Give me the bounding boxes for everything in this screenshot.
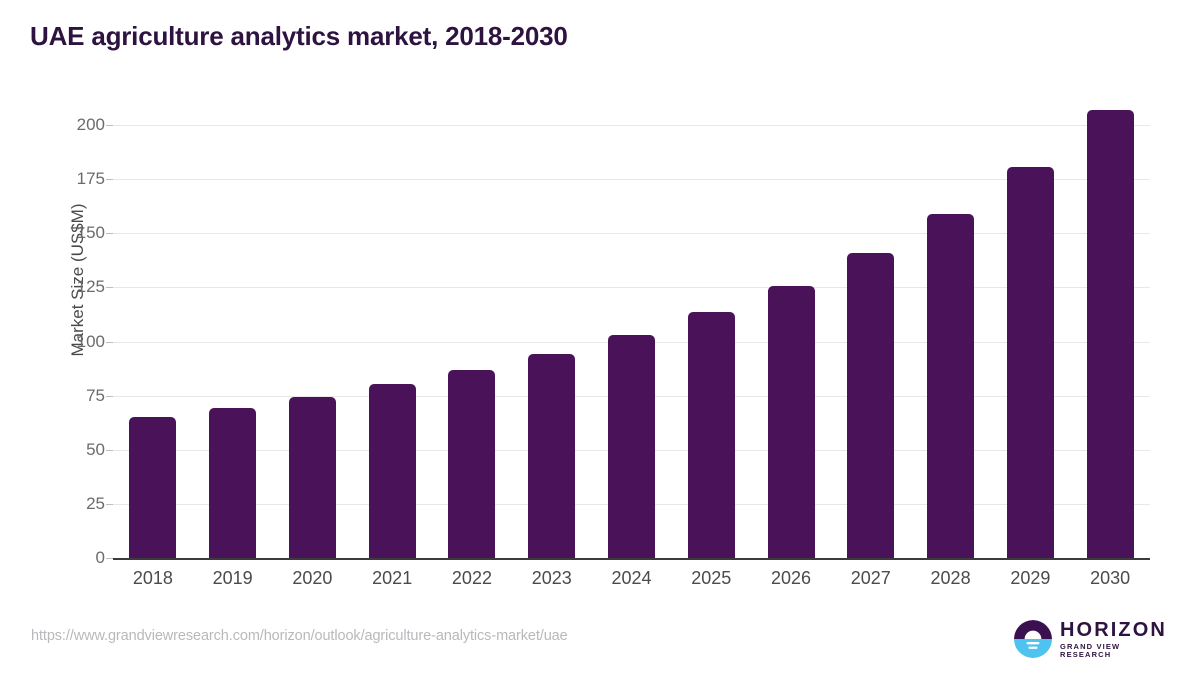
logo-tagline: GRAND VIEW RESEARCH: [1060, 642, 1121, 659]
bar[interactable]: [368, 383, 416, 558]
y-axis-tick-label: 100: [76, 331, 105, 351]
y-axis-tick-label: 75: [86, 385, 105, 405]
x-axis-tick-label: 2021: [372, 568, 413, 588]
y-axis-tick-mark: [106, 449, 113, 451]
y-axis-tick-label: 25: [86, 493, 105, 513]
gridline: [113, 179, 1150, 181]
x-axis-line: [113, 558, 1150, 560]
logo-wordmark: HORIZON: [1060, 619, 1167, 641]
source-url[interactable]: https://www.grandviewresearch.com/horizo…: [31, 628, 568, 644]
gridline: [113, 125, 1150, 126]
x-axis-tick-label: 2020: [292, 568, 333, 588]
bar[interactable]: [608, 335, 655, 558]
y-axis-tick-mark: [106, 341, 113, 343]
bar[interactable]: [288, 396, 336, 558]
bar[interactable]: [209, 407, 257, 558]
y-axis-tick-mark: [106, 558, 113, 559]
y-axis-tick-mark: [106, 179, 113, 181]
logo-text: HORIZON GRAND VIEW RESEARCH: [1060, 620, 1167, 658]
y-axis-tick-label: 125: [76, 277, 105, 297]
y-axis-tick-mark: [106, 503, 113, 505]
bar[interactable]: [1086, 109, 1134, 558]
gridline: [113, 233, 1150, 235]
x-axis-tick-label: 2024: [611, 568, 652, 588]
horizon-logo-icon: [1014, 620, 1052, 658]
bar[interactable]: [129, 417, 177, 558]
y-axis-tick-label: 175: [76, 169, 105, 189]
bar[interactable]: [847, 252, 895, 558]
y-axis-tick-mark: [106, 287, 113, 289]
x-axis-tick-label: 2030: [1090, 568, 1131, 588]
x-axis-tick-label: 2029: [1010, 568, 1051, 588]
y-axis-tick-mark: [106, 395, 113, 397]
bar[interactable]: [927, 213, 975, 558]
y-axis-tick-label: 150: [76, 223, 105, 243]
page-title: UAE agriculture analytics market, 2018-2…: [30, 21, 568, 51]
bar[interactable]: [687, 312, 735, 558]
y-axis-tick-label: 50: [86, 439, 105, 459]
x-axis-tick-label: 2022: [451, 568, 492, 588]
bar[interactable]: [528, 354, 576, 558]
x-axis-tick-label: 2026: [771, 568, 812, 588]
gridline: [113, 287, 1150, 289]
horizon-logo[interactable]: HORIZON GRAND VIEW RESEARCH: [1014, 618, 1167, 660]
bar[interactable]: [448, 369, 496, 558]
y-axis-tick-label: 200: [76, 115, 105, 134]
x-axis-tick-label: 2028: [930, 568, 971, 588]
x-axis-tick-label: 2025: [691, 568, 732, 588]
y-axis-tick-mark: [106, 233, 113, 235]
x-axis-tick-label: 2018: [132, 568, 173, 588]
bar[interactable]: [767, 286, 815, 558]
x-axis-tick-label: 2027: [850, 568, 891, 588]
bar[interactable]: [1006, 167, 1054, 558]
x-axis-tick-label: 2019: [212, 568, 253, 588]
y-axis-tick-mark: [106, 125, 113, 126]
y-axis-tick-label: 0: [95, 548, 105, 567]
x-axis-tick-label: 2023: [531, 568, 572, 588]
